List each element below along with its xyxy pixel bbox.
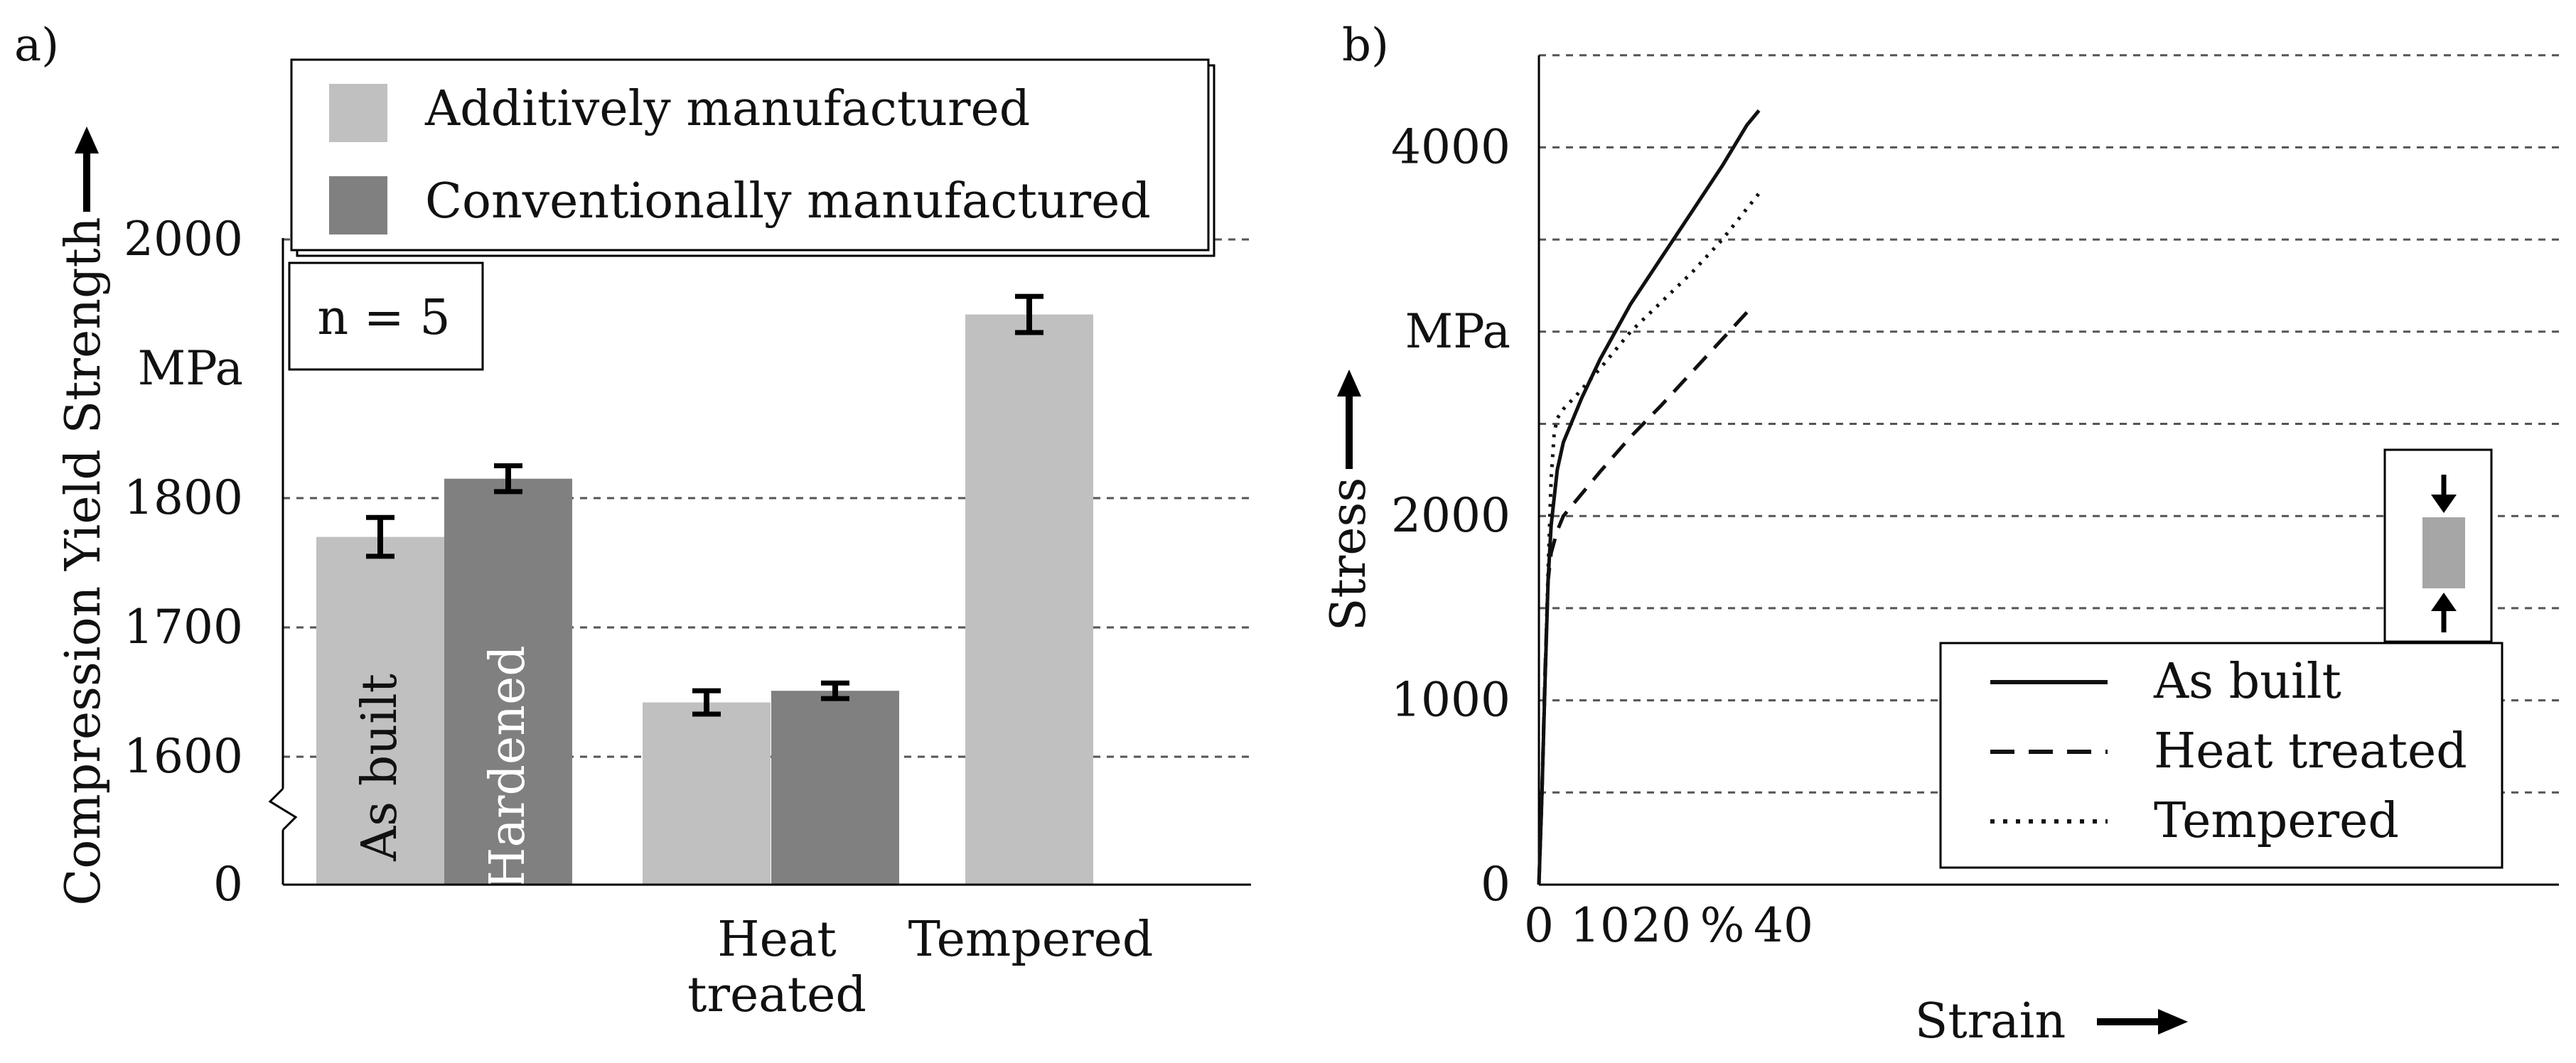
load-arrow-bottom-head — [2431, 593, 2457, 611]
y-axis-title-b: Stress — [1321, 477, 1377, 631]
category-label: Tempered — [908, 912, 1154, 968]
legend-label-a: Conventionally manufactured — [425, 173, 1151, 230]
x-axis-arrow-b — [2097, 1009, 2188, 1035]
legend-label-b: As built — [2153, 654, 2341, 710]
x-tick-label-b: % — [1700, 898, 1745, 953]
bar — [771, 691, 899, 885]
x-tick-label-b: 20 — [1631, 898, 1691, 953]
legend-swatch-a — [329, 84, 387, 142]
series-line-dashed — [1537, 304, 1754, 885]
legend-label-b: Heat treated — [2154, 723, 2467, 779]
x-arrow-head — [2158, 1009, 2188, 1035]
panel-a-label: a) — [14, 19, 59, 72]
bar — [316, 536, 444, 885]
y-axis-title-a: Compression Yield Strength — [55, 217, 112, 905]
bar-inner-label: Hardened — [480, 645, 536, 890]
category-label: treated — [687, 967, 866, 1023]
y-tick-label-b: 4000 — [1391, 119, 1510, 174]
y-tick-label-b: MPa — [1405, 304, 1510, 359]
y-tick-label-a: 0 — [213, 857, 243, 912]
x-tick-label-b: 10 — [1570, 898, 1630, 953]
legend-swatch-a — [329, 176, 387, 234]
x-axis-title-b: Strain — [1915, 993, 2066, 1049]
bar — [643, 702, 771, 885]
y-unit-a: MPa — [138, 341, 243, 396]
y-tick-label-b: 1000 — [1391, 673, 1510, 728]
series-line-solid — [1537, 109, 1761, 885]
y-tick-label-a: 1700 — [124, 600, 243, 654]
category-label: Heat — [717, 912, 836, 968]
y-tick-label-a: 1600 — [124, 729, 243, 784]
legend-label-b: Tempered — [2154, 793, 2399, 849]
bar-inner-label: As built — [352, 674, 408, 862]
y-axis-arrow-b — [1337, 369, 1361, 469]
load-arrow-top-head — [2431, 495, 2457, 513]
panel-a-bar-chart: a) As built Hardened 0 1600 1700 1800 2000 MPa… — [14, 19, 1251, 1023]
y-tick-label-a: 1800 — [124, 470, 243, 525]
panel-b-label: b) — [1342, 19, 1389, 72]
sample-note: n = 5 — [317, 290, 450, 346]
series-line-dotted — [1537, 192, 1761, 885]
sample-note-box — [288, 261, 484, 371]
y-tick-label-b: 2000 — [1391, 488, 1510, 543]
specimen-icon — [2422, 517, 2465, 588]
y-tick-label-a: 2000 — [124, 212, 243, 266]
x-tick-label-b: 0 — [1524, 898, 1554, 953]
legend-box-a-front — [290, 58, 1210, 252]
legend-label-a: Additively manufactured — [424, 81, 1030, 137]
x-tick-label-b: 40 — [1754, 898, 1813, 953]
y-tick-label-b: 0 — [1481, 857, 1510, 912]
y-axis-arrow-a — [75, 126, 99, 212]
bar — [965, 314, 1093, 885]
bar — [444, 478, 572, 885]
axis-break — [268, 787, 298, 831]
